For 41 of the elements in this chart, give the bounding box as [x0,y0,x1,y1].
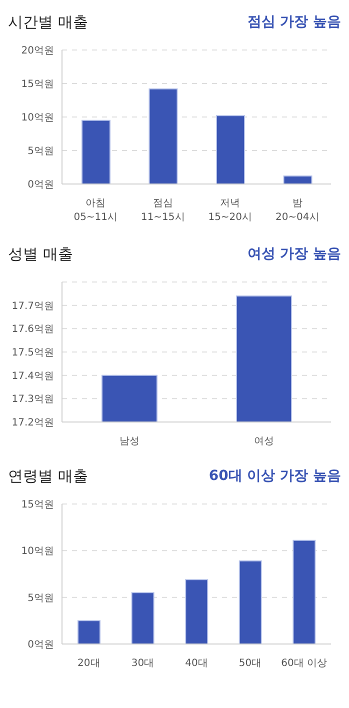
y-tick-label: 5억원 [28,146,54,158]
bar [216,115,245,184]
y-tick-label: 5억원 [28,592,54,604]
bar [148,88,178,184]
y-tick-label: 17.3억원 [12,394,54,406]
y-tick-label: 17.5억원 [12,348,54,359]
bar [238,560,262,644]
y-tick-label: 17.7억원 [12,300,54,312]
x-tick-label: 밤 20~04시 [275,198,320,223]
y-tick-label: 0억원 [28,180,54,191]
y-tick-label: 17.6억원 [12,324,54,336]
x-tick-label: 60대 이상 [281,658,328,669]
y-tick-label: 10억원 [21,112,54,124]
chart-subtitle: 여성 가장 높음 [247,245,341,263]
x-tick-label: 여성 [254,436,274,447]
x-tick-label: 저녁 15~20시 [208,198,252,223]
x-tick-label: 50대 [238,658,262,669]
y-tick-label: 0억원 [28,640,54,651]
bar [131,592,154,644]
bar [78,620,100,644]
y-tick-label: 15억원 [21,79,54,90]
bar [185,579,208,644]
chart-title: 연령별 매출 [8,466,88,486]
x-tick-label: 남성 [119,436,140,447]
x-tick-label: 40대 [185,658,208,669]
x-tick-label: 아침 05~11시 [74,198,118,223]
chart-subtitle: 점심 가장 높음 [247,13,341,31]
x-tick-label: 점심 11~15시 [140,198,185,223]
y-tick-label: 20억원 [21,46,54,57]
y-tick-label: 17.2억원 [12,418,54,429]
x-tick-label: 20대 [78,658,100,669]
chart-title: 시간별 매출 [8,12,88,32]
x-tick-label: 30대 [131,658,154,669]
bar [283,175,312,184]
chart-title: 성별 매출 [8,244,73,264]
bar [82,120,110,184]
y-tick-label: 17.4억원 [12,370,54,382]
bar [292,540,316,644]
chart-subtitle: 60대 이상 가장 높음 [208,467,341,485]
y-tick-label: 10억원 [21,546,54,558]
y-tick-label: 15억원 [21,500,54,511]
